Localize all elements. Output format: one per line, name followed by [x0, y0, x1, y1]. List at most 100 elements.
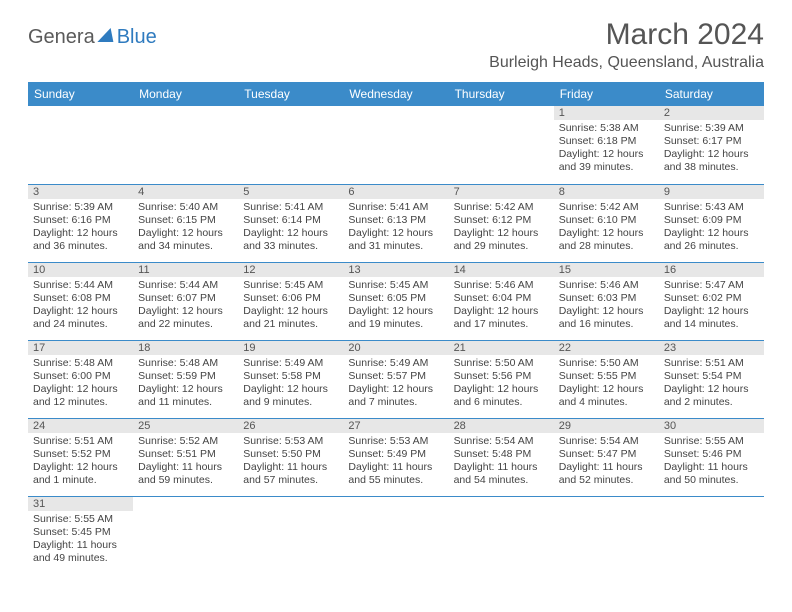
weekday-header-row: Sunday Monday Tuesday Wednesday Thursday… [28, 82, 764, 106]
day-number: 1 [554, 106, 659, 120]
sunset-text: Sunset: 5:59 PM [138, 370, 233, 383]
day-number [238, 106, 343, 120]
sunset-text: Sunset: 5:47 PM [559, 448, 654, 461]
day-number [554, 497, 659, 511]
cell-body [343, 120, 448, 125]
cell-body [659, 511, 764, 516]
day-number: 28 [449, 419, 554, 433]
sunset-text: Sunset: 5:56 PM [454, 370, 549, 383]
weekday-header: Thursday [449, 82, 554, 106]
calendar-cell [449, 496, 554, 574]
sunset-text: Sunset: 5:46 PM [664, 448, 759, 461]
calendar-cell [554, 496, 659, 574]
calendar-cell [343, 496, 448, 574]
sunrise-text: Sunrise: 5:50 AM [559, 357, 654, 370]
cell-body: Sunrise: 5:46 AMSunset: 6:04 PMDaylight:… [449, 277, 554, 335]
calendar-cell [449, 106, 554, 184]
cell-body: Sunrise: 5:52 AMSunset: 5:51 PMDaylight:… [133, 433, 238, 491]
cell-body: Sunrise: 5:43 AMSunset: 6:09 PMDaylight:… [659, 199, 764, 257]
sunset-text: Sunset: 6:12 PM [454, 214, 549, 227]
day-number: 27 [343, 419, 448, 433]
cell-body: Sunrise: 5:46 AMSunset: 6:03 PMDaylight:… [554, 277, 659, 335]
daylight-text: Daylight: 12 hours and 29 minutes. [454, 227, 549, 253]
calendar-cell: 10Sunrise: 5:44 AMSunset: 6:08 PMDayligh… [28, 262, 133, 340]
calendar-cell: 15Sunrise: 5:46 AMSunset: 6:03 PMDayligh… [554, 262, 659, 340]
location: Burleigh Heads, Queensland, Australia [489, 54, 764, 72]
sunrise-text: Sunrise: 5:48 AM [33, 357, 128, 370]
sunset-text: Sunset: 5:52 PM [33, 448, 128, 461]
calendar-cell: 24Sunrise: 5:51 AMSunset: 5:52 PMDayligh… [28, 418, 133, 496]
daylight-text: Daylight: 12 hours and 26 minutes. [664, 227, 759, 253]
cell-body: Sunrise: 5:48 AMSunset: 6:00 PMDaylight:… [28, 355, 133, 413]
sunrise-text: Sunrise: 5:49 AM [348, 357, 443, 370]
sunset-text: Sunset: 5:50 PM [243, 448, 338, 461]
title-block: March 2024 Burleigh Heads, Queensland, A… [489, 18, 764, 72]
sunrise-text: Sunrise: 5:53 AM [243, 435, 338, 448]
day-number: 29 [554, 419, 659, 433]
calendar-cell: 20Sunrise: 5:49 AMSunset: 5:57 PMDayligh… [343, 340, 448, 418]
sunrise-text: Sunrise: 5:49 AM [243, 357, 338, 370]
day-number: 26 [238, 419, 343, 433]
day-number: 12 [238, 263, 343, 277]
daylight-text: Daylight: 12 hours and 4 minutes. [559, 383, 654, 409]
sunrise-text: Sunrise: 5:46 AM [559, 279, 654, 292]
day-number: 23 [659, 341, 764, 355]
day-number [343, 106, 448, 120]
calendar-row: 31Sunrise: 5:55 AMSunset: 5:45 PMDayligh… [28, 496, 764, 574]
sunrise-text: Sunrise: 5:47 AM [664, 279, 759, 292]
cell-body: Sunrise: 5:55 AMSunset: 5:46 PMDaylight:… [659, 433, 764, 491]
header: Genera Blue March 2024 Burleigh Heads, Q… [28, 18, 764, 72]
cell-body [343, 511, 448, 516]
cell-body: Sunrise: 5:51 AMSunset: 5:54 PMDaylight:… [659, 355, 764, 413]
calendar-cell: 13Sunrise: 5:45 AMSunset: 6:05 PMDayligh… [343, 262, 448, 340]
calendar-cell: 19Sunrise: 5:49 AMSunset: 5:58 PMDayligh… [238, 340, 343, 418]
cell-body [449, 511, 554, 516]
day-number [449, 497, 554, 511]
calendar-cell [238, 106, 343, 184]
sunset-text: Sunset: 5:55 PM [559, 370, 654, 383]
cell-body: Sunrise: 5:44 AMSunset: 6:08 PMDaylight:… [28, 277, 133, 335]
day-number: 15 [554, 263, 659, 277]
day-number: 20 [343, 341, 448, 355]
calendar-cell: 1Sunrise: 5:38 AMSunset: 6:18 PMDaylight… [554, 106, 659, 184]
daylight-text: Daylight: 12 hours and 2 minutes. [664, 383, 759, 409]
daylight-text: Daylight: 12 hours and 17 minutes. [454, 305, 549, 331]
logo: Genera Blue [28, 26, 157, 49]
daylight-text: Daylight: 11 hours and 50 minutes. [664, 461, 759, 487]
sunset-text: Sunset: 6:17 PM [664, 135, 759, 148]
day-number: 10 [28, 263, 133, 277]
cell-body: Sunrise: 5:51 AMSunset: 5:52 PMDaylight:… [28, 433, 133, 491]
cell-body: Sunrise: 5:53 AMSunset: 5:49 PMDaylight:… [343, 433, 448, 491]
cell-body: Sunrise: 5:42 AMSunset: 6:12 PMDaylight:… [449, 199, 554, 257]
calendar-cell: 22Sunrise: 5:50 AMSunset: 5:55 PMDayligh… [554, 340, 659, 418]
cell-body: Sunrise: 5:40 AMSunset: 6:15 PMDaylight:… [133, 199, 238, 257]
sunrise-text: Sunrise: 5:43 AM [664, 201, 759, 214]
daylight-text: Daylight: 12 hours and 34 minutes. [138, 227, 233, 253]
calendar-cell: 12Sunrise: 5:45 AMSunset: 6:06 PMDayligh… [238, 262, 343, 340]
cell-body: Sunrise: 5:49 AMSunset: 5:57 PMDaylight:… [343, 355, 448, 413]
calendar-row: 3Sunrise: 5:39 AMSunset: 6:16 PMDaylight… [28, 184, 764, 262]
daylight-text: Daylight: 12 hours and 16 minutes. [559, 305, 654, 331]
cell-body [554, 511, 659, 516]
calendar-table: Sunday Monday Tuesday Wednesday Thursday… [28, 82, 764, 574]
day-number: 11 [133, 263, 238, 277]
sunset-text: Sunset: 6:13 PM [348, 214, 443, 227]
sunset-text: Sunset: 6:05 PM [348, 292, 443, 305]
calendar-cell: 4Sunrise: 5:40 AMSunset: 6:15 PMDaylight… [133, 184, 238, 262]
month-title: March 2024 [489, 18, 764, 52]
sunrise-text: Sunrise: 5:39 AM [664, 122, 759, 135]
daylight-text: Daylight: 11 hours and 55 minutes. [348, 461, 443, 487]
daylight-text: Daylight: 11 hours and 49 minutes. [33, 539, 128, 565]
daylight-text: Daylight: 12 hours and 33 minutes. [243, 227, 338, 253]
cell-body: Sunrise: 5:50 AMSunset: 5:56 PMDaylight:… [449, 355, 554, 413]
sunset-text: Sunset: 5:58 PM [243, 370, 338, 383]
sunrise-text: Sunrise: 5:39 AM [33, 201, 128, 214]
calendar-cell: 6Sunrise: 5:41 AMSunset: 6:13 PMDaylight… [343, 184, 448, 262]
sunrise-text: Sunrise: 5:54 AM [454, 435, 549, 448]
sunset-text: Sunset: 5:57 PM [348, 370, 443, 383]
daylight-text: Daylight: 11 hours and 57 minutes. [243, 461, 338, 487]
daylight-text: Daylight: 12 hours and 11 minutes. [138, 383, 233, 409]
day-number [659, 497, 764, 511]
sunrise-text: Sunrise: 5:40 AM [138, 201, 233, 214]
daylight-text: Daylight: 12 hours and 12 minutes. [33, 383, 128, 409]
